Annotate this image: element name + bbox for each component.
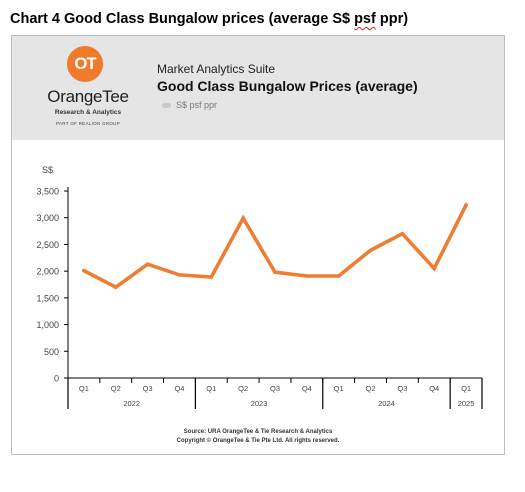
year-label: 2025: [458, 399, 475, 408]
legend: S$ psf ppr: [162, 100, 217, 110]
suite-label: Market Analytics Suite: [157, 62, 276, 76]
source-line: Source: URA OrangeTee & Tie Research & A…: [183, 429, 333, 435]
orangetee-logo-icon: OT: [67, 46, 103, 82]
data-point: [464, 203, 468, 207]
legend-swatch: [162, 102, 171, 108]
x-tick-label: Q4: [302, 384, 312, 393]
data-point: [241, 216, 245, 220]
x-tick-label: Q1: [334, 384, 344, 393]
x-tick-label: Q2: [111, 384, 121, 393]
data-point: [114, 285, 118, 289]
x-tick-label: Q3: [270, 384, 280, 393]
y-tick-label: 1,500: [36, 293, 59, 303]
y-tick-label: 1,000: [36, 320, 59, 330]
data-point: [400, 231, 405, 236]
price-series-line: [82, 203, 468, 290]
x-tick-label: Q1: [79, 384, 89, 393]
year-label: 2024: [378, 399, 395, 408]
logo-name: OrangeTee: [47, 87, 129, 106]
data-point: [336, 274, 341, 278]
source-note: Source: URA OrangeTee & Tie Research & A…: [12, 428, 504, 446]
data-point: [368, 248, 373, 253]
data-point: [145, 262, 150, 266]
logo-group: PART OF REALION GROUP: [55, 121, 121, 126]
year-label: 2022: [123, 399, 140, 408]
data-point: [432, 266, 437, 271]
y-tick-label: 500: [44, 347, 59, 357]
copyright-line: Copyright © OrangeTee & Tie Pte Ltd. All…: [176, 438, 340, 444]
y-tick-label: 0: [54, 374, 59, 384]
x-tick-label: Q2: [238, 384, 248, 393]
x-tick-label: Q3: [397, 384, 407, 393]
y-tick-label: 2,000: [36, 267, 59, 277]
data-point: [209, 275, 214, 279]
orangetee-logo: OT OrangeTee Research & Analytics PART O…: [42, 46, 152, 136]
data-point: [305, 274, 309, 278]
y-tick-label: 3,500: [36, 187, 59, 197]
x-tick-label: Q1: [206, 384, 216, 393]
chart-header: OT OrangeTee Research & Analytics PART O…: [12, 36, 504, 140]
year-label: 2023: [251, 399, 268, 408]
data-point: [82, 268, 86, 273]
data-point: [273, 270, 277, 274]
chart-title: Good Class Bungalow Prices (average): [157, 78, 418, 94]
chart-caption: Chart 4 Good Class Bungalow prices (aver…: [10, 11, 409, 27]
line-chart: S$ 0 500 1,000 1,500 2,000 2,500 3,000 3,500 Q1 Q2…: [36, 165, 483, 409]
x-tick-label: Q3: [143, 384, 153, 393]
y-axis-label: S$: [42, 165, 53, 175]
x-tick-label: Q1: [461, 384, 471, 393]
logo-subtitle: Research & Analytics: [54, 109, 122, 116]
x-tick-label: Q4: [429, 384, 439, 393]
y-tick-label: 2,500: [36, 240, 59, 250]
y-tick-label: 3,000: [36, 213, 59, 223]
data-point: [177, 273, 182, 277]
chart-frame: OT OrangeTee Research & Analytics PART O…: [11, 35, 505, 455]
x-tick-label: Q2: [366, 384, 376, 393]
x-tick-label: Q4: [174, 384, 184, 393]
legend-label: S$ psf ppr: [176, 100, 218, 110]
